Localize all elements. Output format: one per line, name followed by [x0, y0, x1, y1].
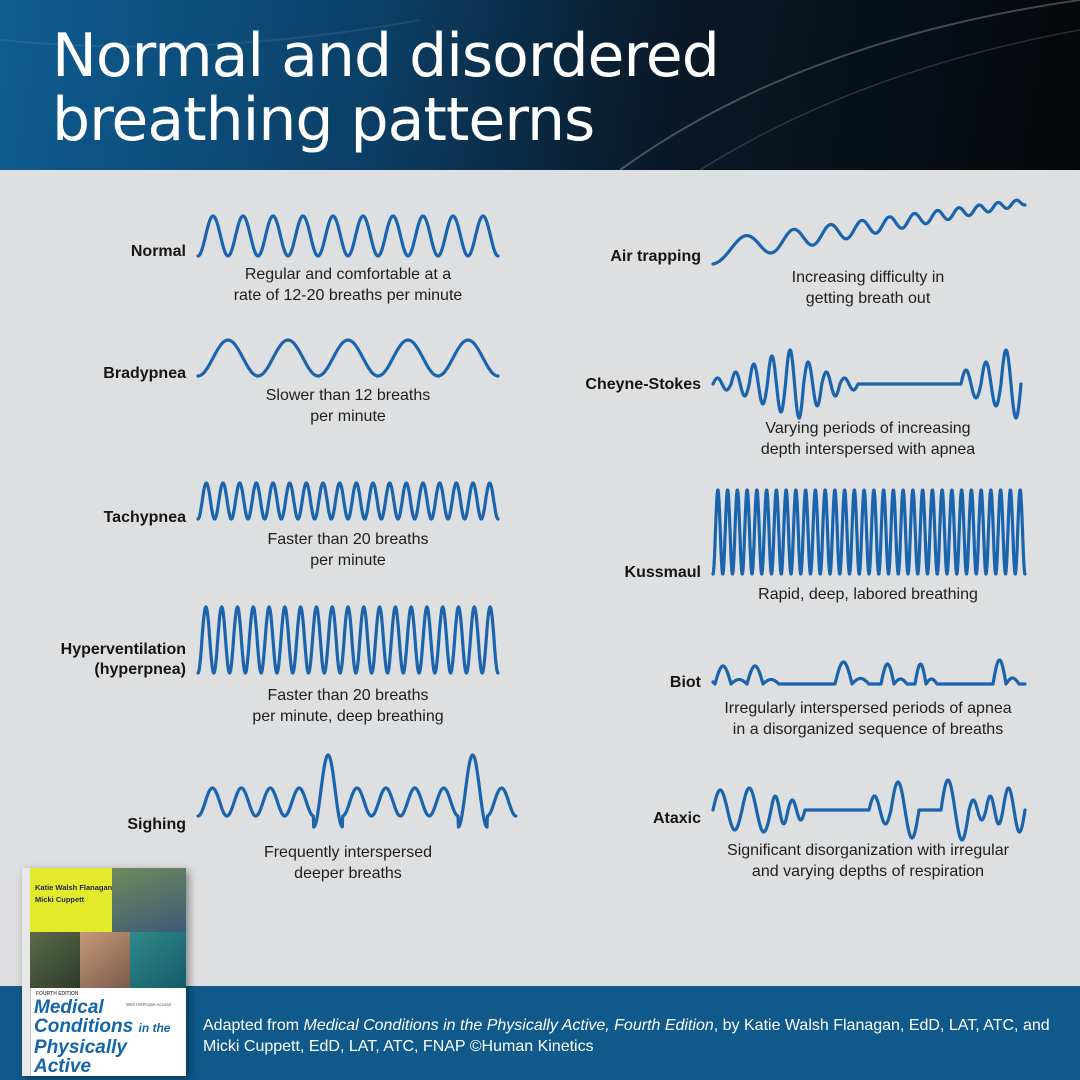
book-yellow-panel — [30, 868, 112, 932]
desc-air-trapping: Increasing difficulty in getting breath … — [713, 267, 1023, 309]
book-author-1: Katie Walsh Flanagan — [35, 883, 113, 892]
desc-hyperventilation: Faster than 20 breaths per minute, deep … — [198, 685, 498, 727]
label-sighing: Sighing — [127, 816, 186, 833]
desc-ataxic: Significant disorganization with irregul… — [698, 840, 1038, 882]
label-cheyne-stokes: Cheyne-Stokes — [585, 376, 701, 393]
wave-ataxic — [711, 778, 1027, 842]
citation-prefix: Adapted from — [203, 1017, 304, 1034]
desc-biot: Irregularly interspersed periods of apne… — [698, 698, 1038, 740]
book-author-2: Micki Cuppett — [35, 895, 85, 904]
wave-path-cheyne-stokes — [711, 348, 1023, 420]
desc-biot-line-2: in a disorganized sequence of breaths — [732, 721, 1004, 738]
title-line-2: breathing patterns — [52, 85, 595, 155]
desc-sighing-line-1: Frequently interspersed — [263, 844, 433, 861]
book-title-line-3: in the — [138, 1021, 171, 1035]
wave-sighing — [196, 753, 518, 829]
desc-kussmaul: Rapid, deep, labored breathing — [713, 584, 1023, 605]
wave-kussmaul — [711, 488, 1027, 576]
page-title: Normal and disordered breathing patterns — [52, 21, 720, 155]
desc-sighing-line-2: deeper breaths — [294, 865, 402, 882]
book-title: Medical Conditions in the Physically Act… — [34, 998, 184, 1076]
desc-hyperventilation-line-1: Faster than 20 breaths — [267, 687, 429, 704]
label-tachypnea: Tachypnea — [103, 509, 186, 526]
wave-biot — [711, 658, 1027, 686]
wave-path-biot — [711, 658, 1027, 686]
label-ataxic: Ataxic — [652, 810, 701, 827]
book-photo-athlete — [130, 932, 186, 988]
book-access: With HKPropel Access — [126, 1002, 172, 1007]
label-hyperventilation: Hyperventilation (hyperpnea) — [20, 640, 186, 680]
book-title-line-2: Conditions — [34, 1016, 134, 1037]
citation-work: Medical Conditions in the Physically Act… — [303, 1017, 714, 1034]
desc-ataxic-line-1: Significant disorganization with irregul… — [727, 842, 1009, 859]
wave-cheyne-stokes — [711, 348, 1023, 420]
label-hyperventilation-line-2: (hyperpnea) — [94, 661, 186, 678]
label-hyperventilation-line-1: Hyperventilation — [60, 641, 186, 658]
wave-path-bradypnea — [196, 338, 500, 378]
citation-suffix: , by Katie Walsh Flanagan, EdD, LAT, ATC… — [203, 1017, 1050, 1055]
desc-tachypnea: Faster than 20 breaths per minute — [198, 529, 498, 571]
label-air-trapping: Air trapping — [610, 248, 701, 265]
header-banner: Normal and disordered breathing patterns — [0, 0, 1080, 170]
label-normal: Normal — [130, 243, 186, 260]
label-biot: Biot — [669, 674, 701, 691]
book-title-line-4: Physically Active — [34, 1037, 127, 1076]
wave-path-kussmaul — [711, 488, 1027, 576]
desc-bradypnea-line-1: Slower than 12 breaths — [265, 387, 431, 404]
wave-hyperventilation — [196, 605, 500, 675]
book-photo-sports — [112, 868, 186, 932]
desc-cheyne-stokes-line-1: Varying periods of increasing — [765, 420, 971, 437]
desc-ataxic-line-2: and varying depths of respiration — [751, 863, 985, 880]
desc-bradypnea-line-2: per minute — [310, 408, 386, 425]
wave-path-air-trapping — [711, 198, 1027, 266]
title-line-1: Normal and disordered — [52, 21, 720, 91]
wave-path-ataxic — [711, 778, 1027, 842]
desc-tachypnea-line-1: Faster than 20 breaths — [267, 531, 429, 548]
desc-hyperventilation-line-2: per minute, deep breathing — [252, 708, 444, 725]
header-decoration — [0, 0, 1080, 170]
desc-normal: Regular and comfortable at a rate of 12-… — [198, 264, 498, 306]
desc-kussmaul-line-1: Rapid, deep, labored breathing — [758, 586, 978, 603]
wave-path-normal — [196, 214, 500, 258]
desc-normal-line-2: rate of 12-20 breaths per minute — [233, 287, 463, 304]
wave-normal — [196, 214, 500, 258]
wave-air-trapping — [711, 198, 1027, 266]
desc-bradypnea: Slower than 12 breaths per minute — [198, 385, 498, 427]
desc-normal-line-1: Regular and comfortable at a — [244, 266, 452, 283]
wave-tachypnea — [196, 481, 500, 521]
desc-air-trapping-line-2: getting breath out — [805, 290, 931, 307]
desc-biot-line-1: Irregularly interspersed periods of apne… — [724, 700, 1012, 717]
desc-air-trapping-line-1: Increasing difficulty in — [791, 269, 945, 286]
citation-text: Adapted from Medical Conditions in the P… — [203, 1015, 1073, 1057]
desc-tachypnea-line-2: per minute — [310, 552, 386, 569]
wave-path-sighing — [196, 753, 518, 829]
wave-path-tachypnea — [196, 481, 500, 521]
wave-bradypnea — [196, 338, 500, 378]
wave-path-hyperventilation — [196, 605, 500, 675]
book-photo-training — [30, 932, 80, 988]
desc-cheyne-stokes: Varying periods of increasing depth inte… — [713, 418, 1023, 460]
book-photo-exam — [80, 932, 130, 988]
book-title-line-1: Medical — [34, 997, 104, 1018]
book-edition: FOURTH EDITION — [36, 991, 79, 997]
book-cover: Katie Walsh Flanagan Micki Cuppett FOURT… — [22, 868, 186, 1076]
desc-sighing: Frequently interspersed deeper breaths — [198, 842, 498, 884]
label-bradypnea: Bradypnea — [103, 365, 186, 382]
desc-cheyne-stokes-line-2: depth interspersed with apnea — [760, 441, 976, 458]
label-kussmaul: Kussmaul — [624, 564, 701, 581]
